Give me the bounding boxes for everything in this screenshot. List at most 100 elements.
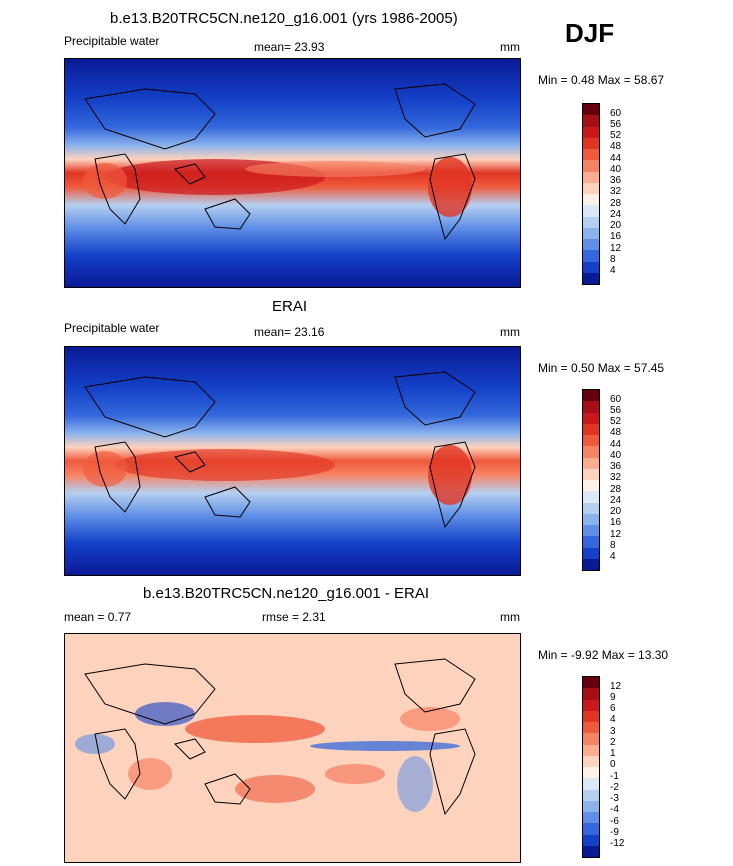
panel1-colorbar-tick: 24 bbox=[610, 209, 622, 220]
panel1-colorbar-tick: 4 bbox=[610, 265, 616, 276]
panel3-colorbar-swatch bbox=[583, 778, 599, 790]
panel2-colorbar-swatch bbox=[583, 491, 599, 503]
panel1-colorbar-swatch bbox=[583, 216, 599, 228]
panel2-map bbox=[64, 346, 521, 576]
panel2-minmax-label: Min = 0.50 Max = 57.45 bbox=[538, 361, 665, 375]
panel1-colorbar-swatch bbox=[583, 205, 599, 217]
panel1-colorbar-swatch bbox=[583, 149, 599, 161]
panel1-colorbar-swatch bbox=[583, 171, 599, 183]
panel2-colorbar-swatch bbox=[583, 547, 599, 559]
panel2-colorbar-swatch bbox=[583, 468, 599, 480]
panel2-colorbar-swatch bbox=[583, 525, 599, 537]
panel2-colorbar-tick: 12 bbox=[610, 529, 622, 540]
panel3-colorbar bbox=[582, 676, 600, 858]
panel2-units-label: mm bbox=[500, 325, 520, 339]
panel3-colorbar-swatch bbox=[583, 834, 599, 846]
panel1-colorbar-swatch bbox=[583, 227, 599, 239]
panel3-rmse-label: rmse = 2.31 bbox=[262, 610, 326, 624]
panel3-colorbar-swatch bbox=[583, 789, 599, 801]
panel2-colorbar-swatch bbox=[583, 536, 599, 548]
panel1-colorbar-swatch bbox=[583, 272, 599, 284]
panel1-colorbar-swatch bbox=[583, 115, 599, 127]
panel3-colorbar-swatch bbox=[583, 722, 599, 734]
panel3-colorbar-swatch bbox=[583, 800, 599, 812]
panel2-title: ERAI bbox=[272, 298, 308, 315]
panel3-colorbar-tick: -4 bbox=[610, 804, 619, 815]
panel1-colorbar-tick: 20 bbox=[610, 220, 622, 231]
panel2-colorbar-tick: 36 bbox=[610, 461, 622, 472]
panel1-variable-label: Precipitable water bbox=[64, 34, 160, 48]
panel1-minmax-label: Min = 0.48 Max = 58.67 bbox=[538, 73, 665, 87]
panel3-colorbar-tick: 4 bbox=[610, 714, 616, 725]
panel3-colorbar-swatch bbox=[583, 688, 599, 700]
panel3-mean-label: mean = 0.77 bbox=[64, 610, 132, 624]
panel1-colorbar bbox=[582, 103, 600, 285]
panel2-colorbar-swatch bbox=[583, 423, 599, 435]
panel1-colorbar-swatch bbox=[583, 239, 599, 251]
panel2-colorbar-swatch bbox=[583, 513, 599, 525]
panel1-colorbar-swatch bbox=[583, 261, 599, 273]
panel3-colorbar-swatch bbox=[583, 812, 599, 824]
panel2-colorbar-tick: 40 bbox=[610, 450, 622, 461]
panel2-colorbar-tick: 56 bbox=[610, 405, 622, 416]
panel1-colorbar-tick: 12 bbox=[610, 243, 622, 254]
panel1-colorbar-swatch bbox=[583, 137, 599, 149]
panel1-title: b.e13.B20TRC5CN.ne120_g16.001 (yrs 1986-… bbox=[110, 10, 458, 27]
panel2-colorbar-swatch bbox=[583, 412, 599, 424]
panel3-colorbar-tick: 9 bbox=[610, 692, 616, 703]
panel2-colorbar-swatch bbox=[583, 435, 599, 447]
panel3-colorbar-tick: 3 bbox=[610, 726, 616, 737]
panel1-colorbar-swatch bbox=[583, 104, 599, 116]
panel1-colorbar-swatch bbox=[583, 126, 599, 138]
panel3-colorbar-swatch bbox=[583, 677, 599, 689]
panel2-colorbar-tick: 48 bbox=[610, 427, 622, 438]
panel3-colorbar-tick: 6 bbox=[610, 703, 616, 714]
panel2-colorbar-tick: 20 bbox=[610, 506, 622, 517]
panel2-colorbar-tick: 4 bbox=[610, 551, 616, 562]
panel2-colorbar-tick: 52 bbox=[610, 416, 622, 427]
panel3-title: b.e13.B20TRC5CN.ne120_g16.001 - ERAI bbox=[143, 585, 430, 602]
panel2-colorbar-swatch bbox=[583, 446, 599, 458]
panel3-colorbar-swatch bbox=[583, 755, 599, 767]
panel1-colorbar-tick: 48 bbox=[610, 141, 622, 152]
panel2-colorbar-tick: 16 bbox=[610, 517, 622, 528]
panel1-colorbar-tick: 8 bbox=[610, 254, 616, 265]
panel1-colorbar-tick: 52 bbox=[610, 130, 622, 141]
panel1-colorbar-swatch bbox=[583, 160, 599, 172]
panel3-colorbar-tick: 1 bbox=[610, 748, 616, 759]
panel1-colorbar-tick: 36 bbox=[610, 175, 622, 186]
panel1-colorbar-tick: 32 bbox=[610, 186, 622, 197]
panel1-colorbar-swatch bbox=[583, 250, 599, 262]
panel2-colorbar-tick: 24 bbox=[610, 495, 622, 506]
panel2-colorbar-tick: 32 bbox=[610, 472, 622, 483]
panel1-colorbar-tick: 56 bbox=[610, 119, 622, 130]
panel3-colorbar-tick: 12 bbox=[610, 681, 622, 692]
panel3-units-label: mm bbox=[500, 610, 520, 624]
panel3-colorbar-tick: -12 bbox=[610, 838, 625, 849]
panel2-variable-label: Precipitable water bbox=[64, 321, 160, 335]
panel2-colorbar-tick: 8 bbox=[610, 540, 616, 551]
panel1-colorbar-swatch bbox=[583, 182, 599, 194]
panel3-colorbar-tick: -1 bbox=[610, 771, 619, 782]
panel3-colorbar-swatch bbox=[583, 823, 599, 835]
panel1-map bbox=[64, 58, 521, 288]
panel2-colorbar-swatch bbox=[583, 390, 599, 402]
panel3-colorbar-swatch bbox=[583, 845, 599, 857]
panel1-colorbar-tick: 28 bbox=[610, 198, 622, 209]
panel3-colorbar-tick: -3 bbox=[610, 793, 619, 804]
panel2-colorbar bbox=[582, 389, 600, 571]
panel2-colorbar-swatch bbox=[583, 502, 599, 514]
panel2-colorbar-swatch bbox=[583, 401, 599, 413]
panel3-colorbar-tick: 2 bbox=[610, 737, 616, 748]
panel1-colorbar-swatch bbox=[583, 194, 599, 206]
panel2-colorbar-tick: 28 bbox=[610, 484, 622, 495]
panel3-map bbox=[64, 633, 521, 863]
panel1-mean-label: mean= 23.93 bbox=[254, 40, 325, 54]
panel3-colorbar-swatch bbox=[583, 710, 599, 722]
panel3-colorbar-swatch bbox=[583, 699, 599, 711]
panel1-colorbar-tick: 60 bbox=[610, 108, 622, 119]
panel2-colorbar-swatch bbox=[583, 480, 599, 492]
panel3-colorbar-swatch bbox=[583, 767, 599, 779]
panel1-colorbar-tick: 16 bbox=[610, 231, 622, 242]
panel2-mean-label: mean= 23.16 bbox=[254, 325, 325, 339]
